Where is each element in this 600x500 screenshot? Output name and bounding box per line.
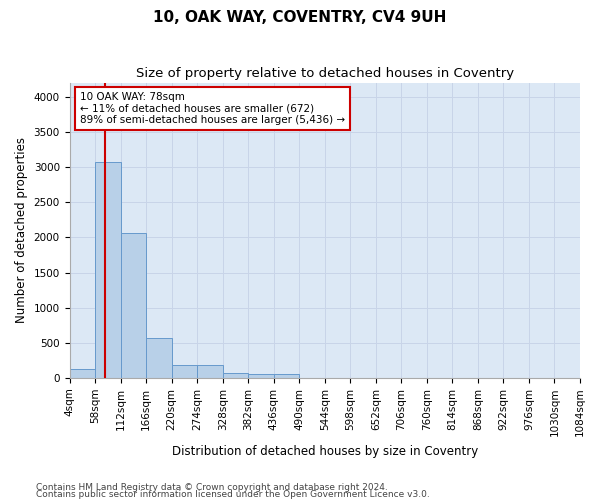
Title: Size of property relative to detached houses in Coventry: Size of property relative to detached ho… [136,68,514,80]
Bar [172,365,197,378]
X-axis label: Distribution of detached houses by size in Coventry: Distribution of detached houses by size … [172,444,478,458]
Bar [121,233,146,378]
Bar [70,368,95,378]
Text: 10, OAK WAY, COVENTRY, CV4 9UH: 10, OAK WAY, COVENTRY, CV4 9UH [154,10,446,25]
Text: 10 OAK WAY: 78sqm
← 11% of detached houses are smaller (672)
89% of semi-detache: 10 OAK WAY: 78sqm ← 11% of detached hous… [80,92,345,125]
Text: Contains HM Land Registry data © Crown copyright and database right 2024.: Contains HM Land Registry data © Crown c… [36,484,388,492]
Bar [274,374,299,378]
Bar [197,365,223,378]
Bar [146,338,172,378]
Bar [95,162,121,378]
Bar [223,374,248,378]
Y-axis label: Number of detached properties: Number of detached properties [15,138,28,324]
Text: Contains public sector information licensed under the Open Government Licence v3: Contains public sector information licen… [36,490,430,499]
Bar [248,374,274,378]
